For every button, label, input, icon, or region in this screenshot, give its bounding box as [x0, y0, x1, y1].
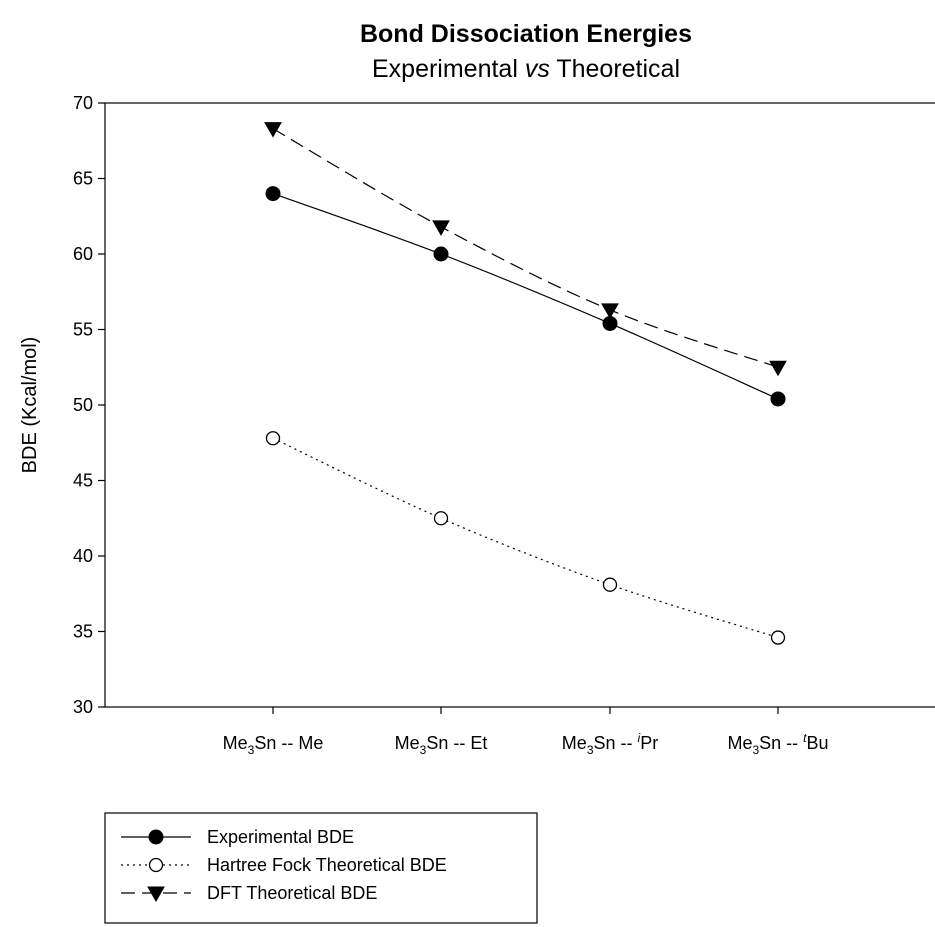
cat-suffix: Pr: [640, 733, 658, 753]
cat-prefix: Me: [395, 733, 420, 753]
legend-marker-2: [148, 857, 164, 873]
y-tick-label: 40: [73, 546, 93, 566]
cat-subscript: 3: [587, 743, 594, 757]
series-line-3: [272, 128, 779, 368]
y-tick-label: 65: [73, 169, 93, 189]
data-point-series-1: [265, 186, 281, 202]
y-tick-label: 60: [73, 244, 93, 264]
cat-superscript: t: [803, 731, 807, 745]
plot-frame: [104, 102, 935, 708]
y-axis-label: BDE (Kcal/mol): [19, 337, 41, 474]
legend-label-2: Hartree Fock Theoretical BDE: [207, 855, 447, 875]
chart-title: Bond Dissociation Energies: [360, 20, 692, 48]
cat-prefix: Me: [223, 733, 248, 753]
chart-subtitle: Experimental vs Theoretical: [372, 55, 680, 83]
cat-mid: Sn --: [594, 733, 638, 753]
legend-marker-1: [148, 829, 164, 845]
data-point-series-1: [433, 246, 449, 262]
cat-subscript: 3: [248, 743, 255, 757]
y-tick-label: 50: [73, 395, 93, 415]
legend-box: [104, 812, 538, 924]
cat-suffix: Bu: [807, 733, 829, 753]
x-tick-label: Me3Sn -- Et: [395, 733, 488, 757]
cat-prefix: Me: [727, 733, 752, 753]
legend: Experimental BDE Hartree Fock Theoretical…: [104, 812, 538, 924]
y-tick-label: 70: [73, 93, 93, 113]
cat-superscript: i: [638, 731, 641, 745]
y-ticks: 30 35 40 45 50 55 60 65 70: [73, 93, 105, 717]
data-point-series-3: [264, 122, 282, 138]
cat-mid: Sn --: [759, 733, 803, 753]
y-tick-label: 55: [73, 320, 93, 340]
series-line-2: [272, 437, 779, 639]
x-ticks: Me3Sn -- Me Me3Sn -- Et Me3Sn -- iPr Me3Sn …: [223, 707, 829, 757]
subtitle-part-3: Theoretical: [550, 55, 680, 83]
cat-subscript: 3: [420, 743, 427, 757]
data-point-series-2: [602, 577, 618, 592]
legend-items: Experimental BDE Hartree Fock Theoretical…: [121, 827, 447, 903]
data-point-series-1: [770, 391, 786, 407]
legend-marker-3: [147, 886, 165, 903]
subtitle-part-1: Experimental: [372, 55, 525, 83]
subtitle-part-2: vs: [525, 55, 550, 83]
series-line-1: [272, 193, 779, 400]
x-tick-label: Me3Sn -- iPr: [562, 731, 658, 757]
x-tick-label: Me3Sn -- tBu: [727, 731, 828, 757]
y-tick-label: 35: [73, 622, 93, 642]
y-tick-label: 45: [73, 471, 93, 491]
data-point-series-2: [433, 511, 449, 526]
data-point-series-2: [770, 630, 786, 645]
cat-suffix: Me: [298, 733, 323, 753]
series-lines: [272, 128, 779, 639]
data-point-series-3: [601, 303, 619, 319]
x-tick-label: Me3Sn -- Me: [223, 733, 324, 757]
legend-label-1: Experimental BDE: [207, 827, 354, 847]
data-point-series-2: [265, 431, 281, 446]
y-tick-label: 30: [73, 697, 93, 717]
cat-subscript: 3: [752, 743, 759, 757]
cat-prefix: Me: [562, 733, 587, 753]
cat-suffix: Et: [470, 733, 487, 753]
data-point-series-3: [432, 220, 450, 236]
data-point-series-3: [769, 360, 787, 377]
legend-label-3: DFT Theoretical BDE: [207, 883, 377, 903]
cat-mid: Sn --: [426, 733, 470, 753]
series-markers: [264, 122, 787, 645]
cat-mid: Sn --: [254, 733, 298, 753]
